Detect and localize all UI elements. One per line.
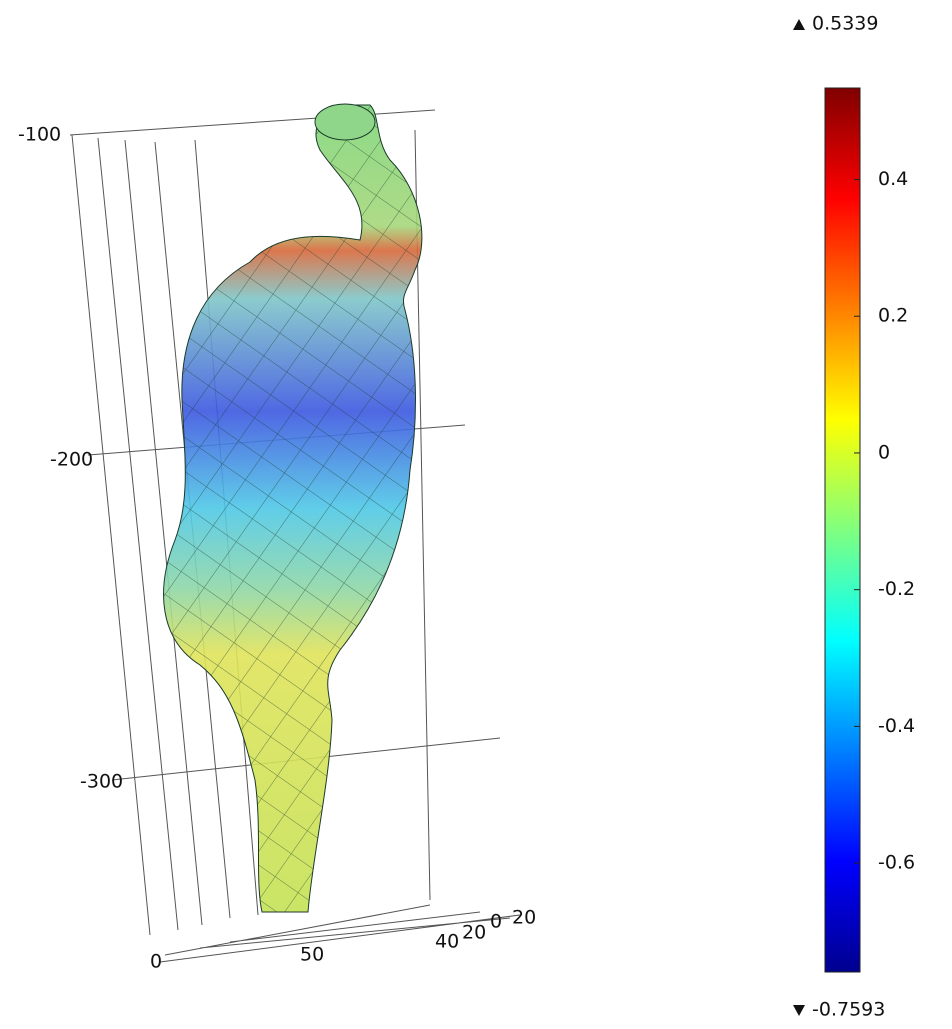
colorbar-ramp — [825, 88, 860, 972]
axis-tick-label: 20 — [512, 907, 536, 929]
colorbar-tick-label: -0.4 — [878, 715, 915, 737]
axis-tick-label: 40 — [435, 931, 459, 953]
colorbar-min: -0.7593 — [812, 999, 885, 1021]
axis-tick-label: 20 — [462, 922, 486, 944]
colorbar-tick-label: 0.2 — [878, 305, 908, 327]
axis-tick-label: -100 — [18, 124, 61, 146]
max-marker — [793, 19, 805, 30]
colorbar-tick-label: 0.4 — [878, 168, 908, 190]
axis-tick-label: 0 — [490, 911, 502, 933]
min-marker — [793, 1005, 805, 1016]
axis-tick-label: -200 — [50, 449, 93, 471]
colorbar: 0.5339 -0.7593 — [793, 13, 885, 1021]
colorbar-tick-label: -0.6 — [878, 852, 915, 874]
colorbar-tick-label: -0.2 — [878, 578, 915, 600]
axis-tick-label: 0 — [150, 951, 162, 973]
axis-tick-label: 50 — [300, 944, 324, 966]
plot-view: 0.5339 -0.7593 0.4 0.2 0 -0.2 -0.4 -0.6 -100 -2… — [0, 0, 952, 1025]
colorbar-max: 0.5339 — [812, 13, 878, 35]
colorbar-tick-label: 0 — [878, 441, 890, 463]
axis-tick-label: -300 — [80, 771, 123, 793]
vessel-surface — [150, 100, 440, 920]
